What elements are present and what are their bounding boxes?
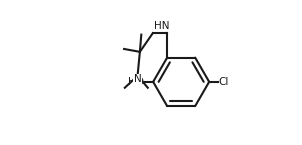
- Text: Cl: Cl: [218, 77, 229, 87]
- Text: N: N: [134, 74, 142, 84]
- Text: HO: HO: [128, 77, 144, 87]
- Text: HN: HN: [154, 21, 170, 31]
